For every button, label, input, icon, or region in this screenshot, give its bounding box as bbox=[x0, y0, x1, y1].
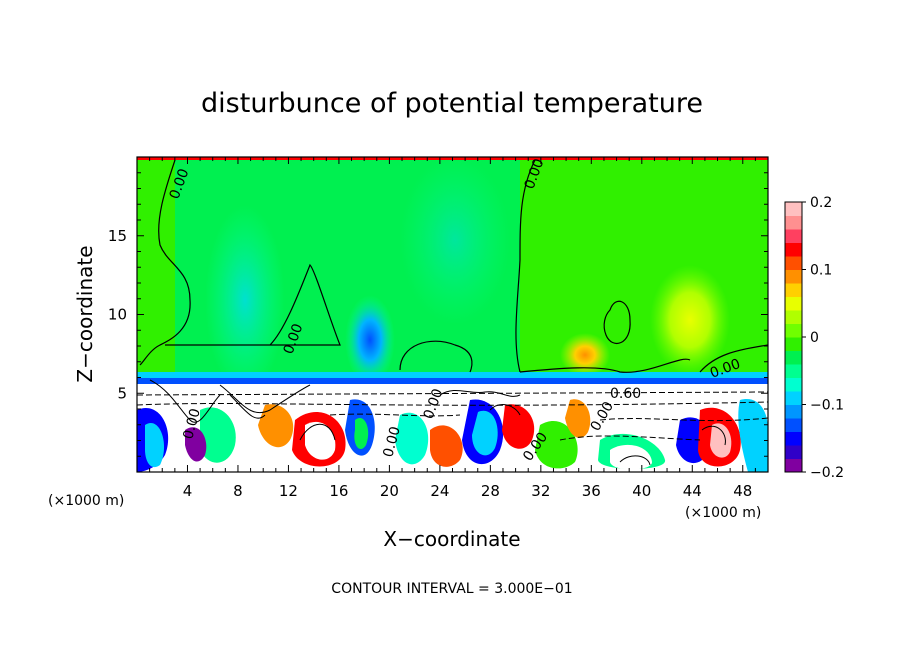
interface-band-cyan bbox=[137, 372, 768, 378]
colorbar-tick-label: −0.1 bbox=[810, 398, 844, 414]
x-tick-label: 8 bbox=[233, 482, 243, 500]
x-unit-left: (×1000 m) bbox=[48, 493, 124, 509]
x-tick-label: 36 bbox=[582, 482, 601, 500]
colorbar-tick-label: 0.1 bbox=[810, 263, 832, 279]
contour-label: 0.00 bbox=[380, 425, 404, 459]
upper-field-right bbox=[520, 157, 768, 382]
colorbar-swatch bbox=[785, 391, 802, 405]
colorbar-swatch bbox=[785, 364, 802, 378]
cyan-column-1 bbox=[205, 205, 285, 395]
colorbar-swatch bbox=[785, 215, 802, 230]
y-axis-label: Z−coordinate bbox=[73, 245, 97, 382]
contour-zero-right-3 bbox=[699, 344, 768, 373]
yellow-blob-2 bbox=[560, 333, 610, 377]
cyan-column-2 bbox=[345, 295, 395, 385]
y-tick-label: 5 bbox=[117, 384, 127, 402]
colorbar-swatch bbox=[785, 229, 802, 243]
x-tick-label: 48 bbox=[733, 482, 752, 500]
colorbar-tick-label: 0 bbox=[810, 330, 819, 346]
x-tick-label: 16 bbox=[329, 482, 348, 500]
contour-interval-note: CONTOUR INTERVAL = 3.000E−01 bbox=[331, 581, 572, 597]
eddy-21 bbox=[738, 399, 768, 472]
colorbar-swatch bbox=[785, 418, 802, 432]
contour-zero-right bbox=[515, 159, 536, 373]
x-tick-label: 24 bbox=[430, 482, 449, 500]
contour-label: 0.60 bbox=[610, 386, 641, 402]
eddy-9 bbox=[395, 412, 429, 465]
x-axis-label: X−coordinate bbox=[383, 527, 520, 551]
colorbar-swatch bbox=[785, 458, 802, 473]
colorbar-swatch bbox=[785, 404, 802, 419]
colorbar-tick-label: 0.2 bbox=[810, 195, 832, 211]
colorbar-swatch bbox=[785, 445, 802, 459]
y-axis: 5 10 15 bbox=[108, 172, 768, 457]
cyan-column-3 bbox=[400, 157, 510, 325]
x-tick-label: 12 bbox=[279, 482, 298, 500]
colorbar-swatch bbox=[785, 350, 802, 365]
colorbar-swatch bbox=[785, 242, 802, 257]
contour-zero-left-2 bbox=[165, 263, 341, 346]
contour-label: 0.00 bbox=[180, 407, 204, 441]
x-tick-label: 20 bbox=[380, 482, 399, 500]
eddy-20 bbox=[710, 423, 732, 458]
eddy-8 bbox=[354, 418, 369, 450]
colorbar-swatch bbox=[785, 377, 802, 392]
x-tick-label: 40 bbox=[632, 482, 651, 500]
x-tick-label: 4 bbox=[183, 482, 193, 500]
colorbar-swatch bbox=[785, 296, 802, 311]
eddy-10 bbox=[430, 425, 463, 467]
colorbar-swatch bbox=[785, 310, 802, 324]
eddy-15 bbox=[565, 399, 591, 438]
contour-zero-right-4 bbox=[519, 358, 691, 373]
x-tick-label: 28 bbox=[481, 482, 500, 500]
colorbar-swatch bbox=[785, 431, 802, 446]
eddy-2 bbox=[145, 423, 165, 468]
yellow-blob-1 bbox=[650, 265, 730, 375]
colorbar-swatch bbox=[785, 269, 802, 284]
y-tick-label: 10 bbox=[108, 306, 127, 324]
contour-zero-left bbox=[139, 159, 191, 366]
colorbar-swatch bbox=[785, 337, 802, 351]
x-tick-label: 32 bbox=[531, 482, 550, 500]
eddy-3 bbox=[200, 407, 236, 463]
colorbar: 0.2 0.1 0 −0.1 −0.2 bbox=[784, 195, 844, 481]
colorbar-swatch bbox=[785, 202, 802, 216]
eddy-13 bbox=[502, 404, 535, 449]
contour-zero-mid bbox=[399, 340, 473, 373]
interface-band bbox=[137, 378, 768, 384]
x-unit-right: (×1000 m) bbox=[685, 505, 761, 521]
colorbar-swatch bbox=[785, 323, 802, 338]
eddy-5 bbox=[258, 404, 294, 448]
eddy-17 bbox=[610, 444, 652, 470]
upper-field-left bbox=[137, 157, 175, 382]
contour-zero-right-2 bbox=[603, 300, 631, 345]
x-axis: 4 8 12 16 20 24 28 32 36 40 44 48 bbox=[149, 157, 756, 500]
chart-title: disturbunce of potential temperature bbox=[201, 88, 703, 119]
eddy-4 bbox=[185, 427, 207, 462]
colorbar-swatch bbox=[785, 256, 802, 270]
y-tick-label: 15 bbox=[108, 227, 127, 245]
colorbar-tick-label: −0.2 bbox=[810, 465, 844, 481]
plot-area: 0.00 0.00 0.00 0.00 0.60 0.00 0.00 0.00 … bbox=[137, 157, 768, 472]
eddy-6b bbox=[305, 421, 336, 460]
contour-lines bbox=[137, 159, 768, 466]
colorbar-swatch bbox=[785, 283, 802, 297]
eddy-14 bbox=[535, 420, 578, 469]
eddy-12 bbox=[472, 410, 498, 456]
x-tick-label: 44 bbox=[683, 482, 702, 500]
